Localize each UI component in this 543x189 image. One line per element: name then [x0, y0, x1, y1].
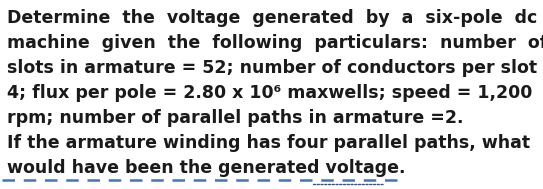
- Text: If the armature winding has four parallel paths, what: If the armature winding has four paralle…: [7, 134, 530, 152]
- Text: would have been the generated voltage: would have been the generated voltage: [7, 159, 399, 177]
- Text: slots in armature = 52; number of conductors per slot =: slots in armature = 52; number of conduc…: [7, 59, 543, 77]
- Text: machine  given  the  following  particulars:  number  of: machine given the following particulars:…: [7, 34, 543, 52]
- Text: would have been the generated: would have been the generated: [7, 159, 325, 177]
- Text: would have been the generated voltage.: would have been the generated voltage.: [7, 159, 406, 177]
- Text: Determine  the  voltage  generated  by  a  six-pole  dc: Determine the voltage generated by a six…: [7, 9, 537, 27]
- Text: rpm; number of parallel paths in armature =2.: rpm; number of parallel paths in armatur…: [7, 109, 463, 127]
- Text: 4; flux per pole = 2.80 x 10⁶ maxwells; speed = 1,200: 4; flux per pole = 2.80 x 10⁶ maxwells; …: [7, 84, 532, 102]
